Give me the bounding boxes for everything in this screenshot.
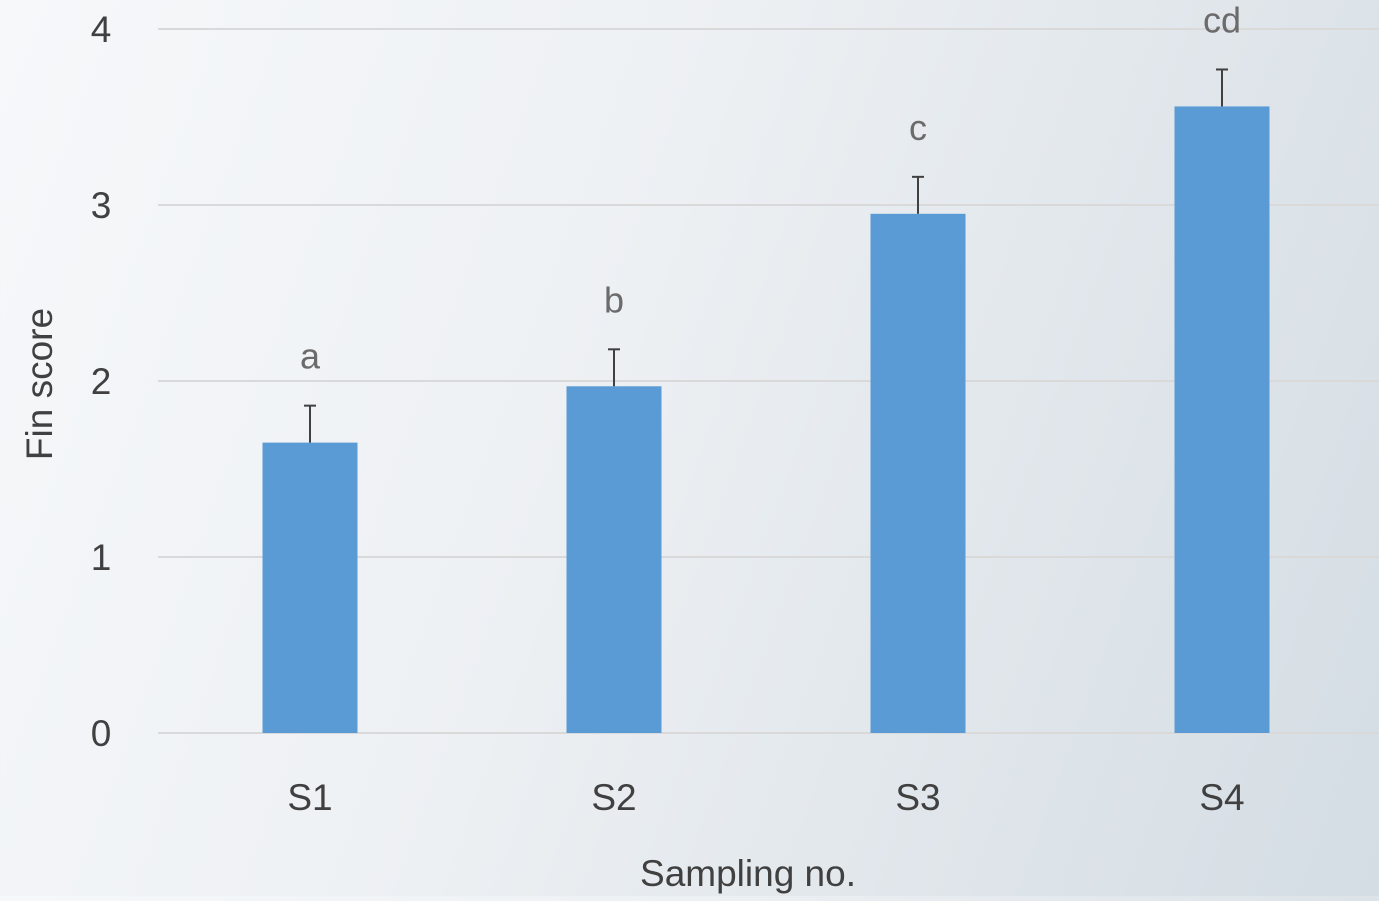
bars: a b c cd (262, 0, 1270, 734)
x-axis-title: Sampling no. (640, 853, 856, 894)
significance-label: a (300, 336, 321, 377)
bar-S1 (262, 442, 358, 733)
y-axis-ticks: 0 1 2 3 4 (91, 9, 112, 754)
y-tick-label: 3 (91, 185, 112, 226)
significance-label: c (909, 107, 927, 148)
y-tick-label: 4 (91, 9, 112, 50)
x-tick-label: S3 (895, 777, 940, 818)
error-bar (912, 175, 924, 214)
x-tick-label: S4 (1199, 777, 1244, 818)
bar-S3 (870, 213, 966, 734)
error-bar (1216, 68, 1228, 107)
error-bar (608, 348, 620, 387)
x-tick-label: S1 (287, 777, 332, 818)
bar-S4 (1174, 106, 1270, 733)
y-axis-title: Fin score (19, 308, 60, 460)
error-bar (304, 404, 316, 443)
x-tick-label: S2 (591, 777, 636, 818)
significance-label: cd (1203, 0, 1241, 40)
y-tick-label: 2 (91, 361, 112, 402)
y-tick-label: 1 (91, 537, 112, 578)
x-axis-ticks: S1 S2 S3 S4 (287, 777, 1244, 818)
significance-label: b (604, 279, 624, 320)
y-tick-label: 0 (91, 713, 112, 754)
bar-S2 (566, 386, 662, 733)
